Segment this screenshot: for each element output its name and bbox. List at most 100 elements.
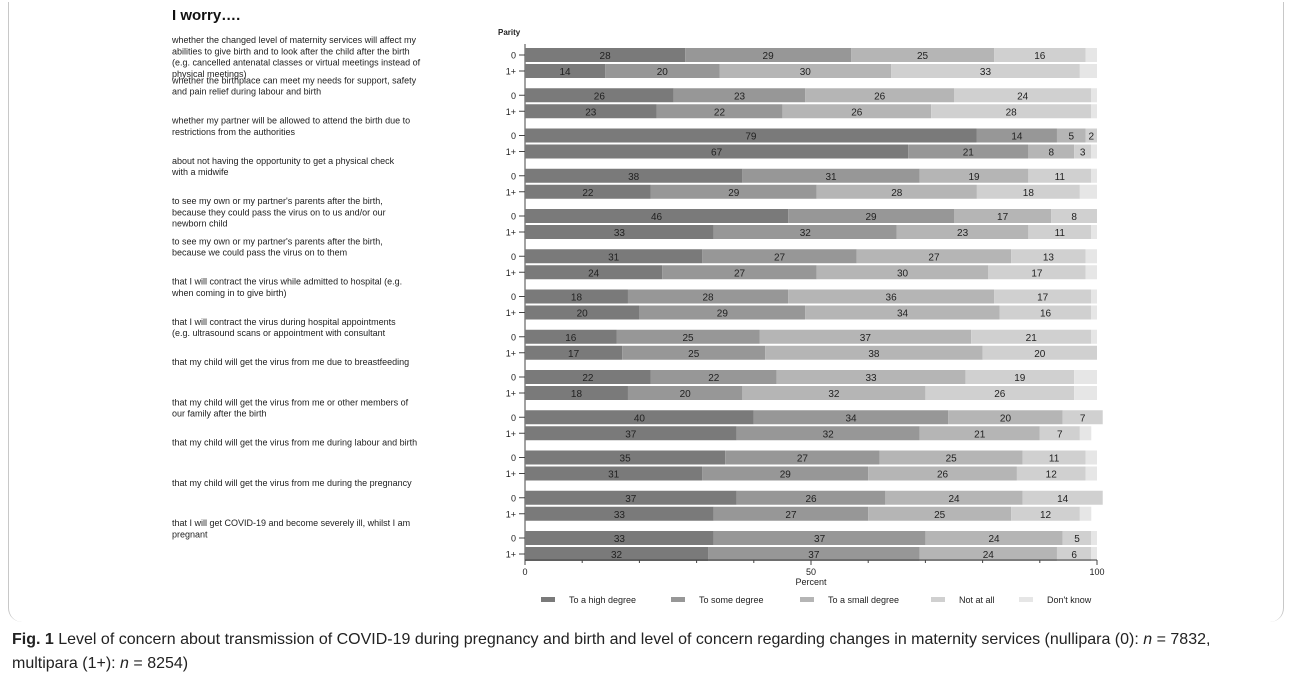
bar-segment [525,88,674,103]
data-label: 27 [774,252,786,263]
bar-segment [1091,225,1097,239]
item-label: our family after the birth [172,409,267,419]
data-label: 14 [1057,494,1069,505]
parity-tick-label: 1+ [506,107,516,117]
parity-tick-label: 1+ [506,147,516,157]
data-label: 2 [1088,132,1094,143]
data-label: 17 [568,349,580,360]
bar-segment [1039,426,1080,441]
item-label: whether my partner will be allowed to at… [171,116,410,126]
bar-segment [1091,104,1097,119]
data-label: 25 [682,333,694,344]
bar-segment [525,490,737,505]
parity-axis-label: Parity [498,28,521,37]
item-label: that I will contract the virus during ho… [172,317,396,327]
bar-segment [525,547,709,561]
bar-segment [994,48,1086,62]
figure-frame [8,2,1284,622]
data-label: 25 [946,454,958,465]
item-label: when coming in to give birth) [171,288,287,298]
data-label: 16 [1034,51,1046,62]
n0-value: = 7832, multipara (1+): [12,631,1211,672]
data-label: 27 [734,268,746,279]
parity-tick-label: 0 [511,252,516,262]
bar-segment [673,88,806,103]
bar-segment [1085,48,1097,62]
bar-segment [1091,305,1097,320]
data-label: 20 [657,67,669,78]
data-label: 32 [800,228,812,239]
data-label: 30 [800,67,812,78]
legend-label: Don't know [1047,595,1092,605]
bar-segment [1051,209,1097,223]
data-label: 5 [1074,534,1080,545]
data-label: 11 [1049,454,1060,465]
bar-segment [1091,88,1097,103]
bar-segment [948,410,1063,425]
legend-swatch [800,597,814,602]
data-label: 40 [634,413,646,424]
item-label: newborn child [172,219,228,229]
parity-tick-label: 0 [511,534,516,544]
bar-segment [1022,490,1103,505]
item-label: whether the birthplace can meet my needs… [171,75,417,85]
bar-segment [1079,506,1092,521]
chart-title: I worry…. [172,7,240,24]
bar-segment [1016,466,1086,481]
bar-segment [525,168,743,183]
data-label: 27 [928,252,940,263]
data-label: 16 [1040,309,1052,320]
data-label: 23 [957,228,969,239]
item-label: because they could pass the virus on to … [172,207,386,217]
data-label: 19 [968,172,980,183]
data-label: 20 [1034,349,1046,360]
data-label: 29 [865,212,877,223]
data-label: 21 [974,429,986,440]
data-label: 24 [588,268,600,279]
parity-tick-label: 1+ [506,268,516,278]
bar-segment [788,209,954,223]
bar-segment [965,370,1075,384]
data-label: 30 [897,268,909,279]
bar-segment [971,329,1092,344]
data-label: 14 [559,67,571,78]
bar-segment [742,168,920,183]
data-label: 37 [808,550,820,561]
data-label: 20 [1000,413,1012,424]
parity-tick-label: 1+ [506,429,516,439]
bar-segment [1074,386,1097,400]
bar-segment [1011,249,1086,264]
bar-segment [650,370,777,384]
n-symbol-1: n [120,655,129,672]
data-label: 34 [897,309,909,320]
legend-label: To a high degree [569,595,636,605]
data-label: 18 [571,293,583,304]
data-label: 27 [797,454,809,465]
x-tick-label: 100 [1089,567,1104,577]
data-label: 8 [1048,148,1054,159]
data-label: 26 [594,91,606,102]
parity-tick-label: 0 [511,131,516,141]
parity-tick-label: 0 [511,493,516,503]
item-label: to see my own or my partner's parents af… [172,236,383,246]
bar-segment [525,209,789,223]
data-label: 22 [714,107,726,118]
bar-segment [856,249,1012,264]
bar-segment [816,184,977,199]
bar-segment [954,209,1052,223]
data-label: 38 [868,349,880,360]
legend-swatch [541,597,555,602]
data-label: 17 [1031,268,1043,279]
data-label: 38 [628,172,640,183]
bar-segment [605,64,720,78]
bar-segment [805,88,954,103]
bar-segment [616,329,760,344]
data-label: 32 [828,389,840,400]
bar-segment [525,225,714,239]
bar-segment [885,490,1023,505]
item-label: to see my own or my partner's parents af… [172,196,383,206]
bar-segment [1056,547,1092,561]
data-label: 25 [934,510,946,521]
bar-segment [525,128,977,143]
parity-tick-label: 1+ [506,187,516,197]
